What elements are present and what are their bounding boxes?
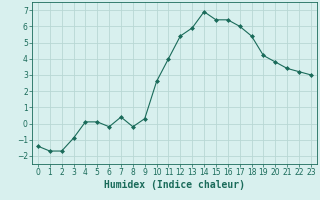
X-axis label: Humidex (Indice chaleur): Humidex (Indice chaleur): [104, 180, 245, 190]
